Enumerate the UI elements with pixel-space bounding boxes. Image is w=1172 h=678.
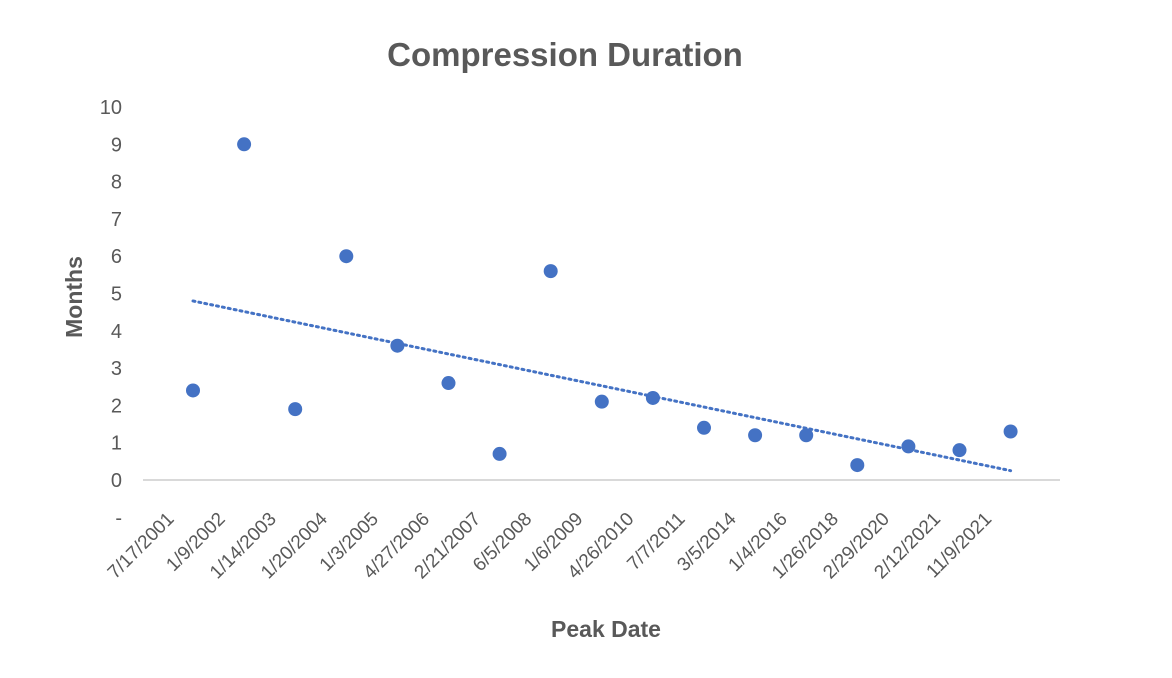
y-tick-label: 7: [111, 209, 122, 231]
y-tick-label: 3: [111, 358, 122, 380]
data-point: [901, 439, 916, 454]
data-point: [594, 394, 609, 409]
y-tick-label: 4: [111, 321, 122, 343]
data-point: [390, 338, 405, 353]
y-tick-label: 0: [111, 470, 122, 492]
data-point: [1003, 424, 1018, 439]
data-point: [850, 458, 865, 473]
trendline: [191, 299, 1013, 473]
data-point: [339, 249, 354, 264]
data-point: [288, 402, 303, 417]
data-point: [237, 137, 252, 152]
data-point: [799, 428, 814, 443]
y-tick-label: 8: [111, 172, 122, 194]
y-tick-label: -: [115, 507, 122, 529]
chart-title: Compression Duration: [387, 36, 743, 73]
y-tick-label: 2: [111, 395, 122, 417]
data-point: [952, 443, 967, 458]
x-axis-label: Peak Date: [551, 616, 661, 642]
data-point: [186, 383, 200, 398]
y-tick-label: 1: [111, 433, 122, 455]
data-point: [441, 376, 456, 391]
y-tick-label: 9: [111, 134, 122, 156]
data-point: [748, 428, 763, 443]
data-point: [645, 390, 660, 405]
y-axis-label: Months: [61, 256, 87, 338]
data-point: [543, 264, 558, 279]
data-point: [492, 446, 507, 461]
y-tick-label: 5: [111, 284, 122, 306]
y-tick-label: 6: [111, 246, 122, 268]
y-tick-label: 10: [100, 97, 122, 119]
data-point: [697, 420, 711, 435]
